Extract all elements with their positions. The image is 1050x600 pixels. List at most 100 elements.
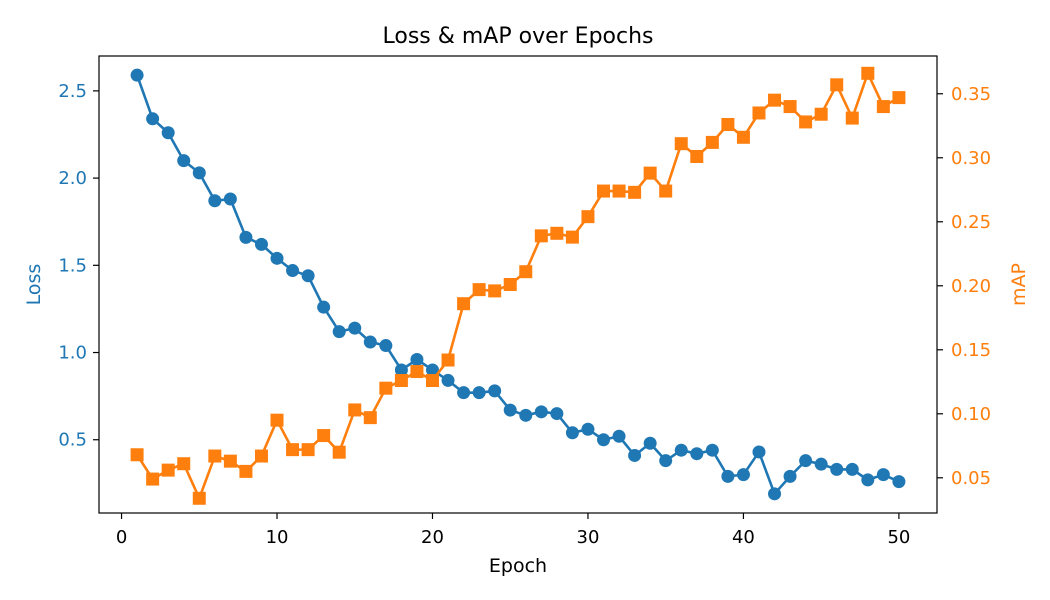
data-point-loss [286, 264, 300, 278]
x-tick-label: 40 [732, 527, 755, 548]
data-point-loss [192, 166, 206, 180]
data-point-loss [332, 325, 346, 339]
x-tick-label: 20 [421, 527, 444, 548]
data-point-loss [814, 457, 828, 471]
y-right-tick-label: 0.10 [951, 404, 991, 425]
y-left-tick-label: 1.5 [58, 255, 87, 276]
y-right-tick-label: 0.25 [951, 212, 991, 233]
data-point-map [192, 491, 206, 505]
data-point-loss [876, 468, 890, 482]
data-point-map [503, 278, 517, 291]
series-map [130, 66, 906, 505]
data-point-map [721, 117, 735, 131]
data-point-map [270, 413, 284, 427]
data-point-loss [752, 445, 766, 459]
y-axis-left-label: Loss [23, 264, 45, 306]
data-point-map [861, 66, 875, 80]
data-point-map [301, 443, 315, 457]
data-point-loss [705, 443, 719, 457]
x-axis-label: Epoch [489, 555, 547, 577]
data-point-map [612, 184, 626, 198]
data-point-map [146, 472, 160, 486]
data-point-map [892, 91, 906, 105]
chart-title: Loss & mAP over Epochs [382, 24, 653, 49]
data-point-map [332, 445, 346, 459]
data-point-map [752, 106, 766, 120]
data-point-map [348, 403, 362, 417]
data-point-map [472, 283, 486, 297]
data-point-map [457, 297, 471, 311]
data-point-map [705, 135, 719, 149]
data-point-loss [146, 112, 160, 126]
data-point-loss [177, 154, 191, 168]
data-point-loss [425, 363, 439, 377]
data-point-loss [861, 473, 875, 487]
data-point-map [519, 265, 533, 279]
data-point-loss [208, 194, 222, 208]
y-right-tick-label: 0.35 [951, 84, 991, 105]
data-point-loss [317, 300, 331, 314]
data-point-loss [441, 373, 455, 387]
data-point-loss [783, 469, 797, 483]
data-point-loss [519, 408, 533, 422]
y-left-tick-label: 2.5 [58, 81, 87, 102]
data-point-loss [799, 454, 813, 468]
data-point-map [783, 100, 797, 114]
data-point-loss [394, 363, 408, 377]
data-point-map [830, 78, 844, 92]
data-point-map [814, 107, 828, 121]
data-point-map [254, 449, 268, 463]
data-point-map [130, 448, 144, 462]
series-loss [130, 68, 906, 501]
data-point-map [674, 137, 688, 151]
data-point-loss [768, 487, 782, 501]
x-tick-label: 30 [577, 527, 600, 548]
data-point-map [628, 185, 642, 199]
data-point-map [410, 365, 424, 379]
data-point-loss [581, 422, 595, 436]
data-point-loss [550, 407, 564, 421]
data-point-map [736, 130, 750, 144]
y-right-tick-label: 0.15 [951, 340, 991, 361]
data-point-map [659, 184, 673, 198]
data-point-loss [301, 269, 315, 283]
data-point-map [550, 226, 564, 240]
data-point-loss [612, 429, 626, 443]
data-point-loss [161, 126, 175, 140]
y-right-tick-label: 0.30 [951, 148, 991, 169]
data-point-map [394, 374, 408, 388]
data-point-map [534, 229, 548, 243]
data-point-map [597, 184, 611, 198]
data-point-loss [130, 68, 144, 82]
plot-area [130, 66, 906, 505]
data-point-loss [348, 321, 362, 335]
data-point-map [223, 454, 237, 468]
data-point-loss [270, 251, 284, 265]
data-point-map [239, 464, 253, 478]
data-point-map [161, 463, 175, 477]
data-point-loss [223, 192, 237, 206]
data-point-loss [643, 436, 657, 450]
data-point-loss [410, 353, 424, 367]
y-right-tick-label: 0.05 [951, 468, 991, 489]
data-point-map [488, 284, 502, 298]
data-point-map [845, 111, 859, 125]
data-point-map [379, 381, 393, 395]
x-tick-label: 0 [116, 527, 127, 548]
data-point-loss [379, 339, 393, 353]
data-point-loss [534, 405, 548, 419]
data-point-loss [690, 447, 704, 461]
data-point-loss [736, 468, 750, 482]
data-point-map [690, 149, 704, 163]
data-point-map [286, 443, 300, 457]
data-point-loss [239, 230, 253, 244]
plot-frame [98, 55, 938, 514]
y-left-tick-label: 0.5 [58, 430, 87, 451]
data-point-map [317, 429, 331, 443]
data-point-map [643, 166, 657, 180]
data-point-loss [845, 462, 859, 476]
data-point-loss [565, 426, 579, 440]
data-point-loss [659, 454, 673, 468]
data-point-map [363, 411, 377, 425]
x-tick-label: 10 [266, 527, 289, 548]
